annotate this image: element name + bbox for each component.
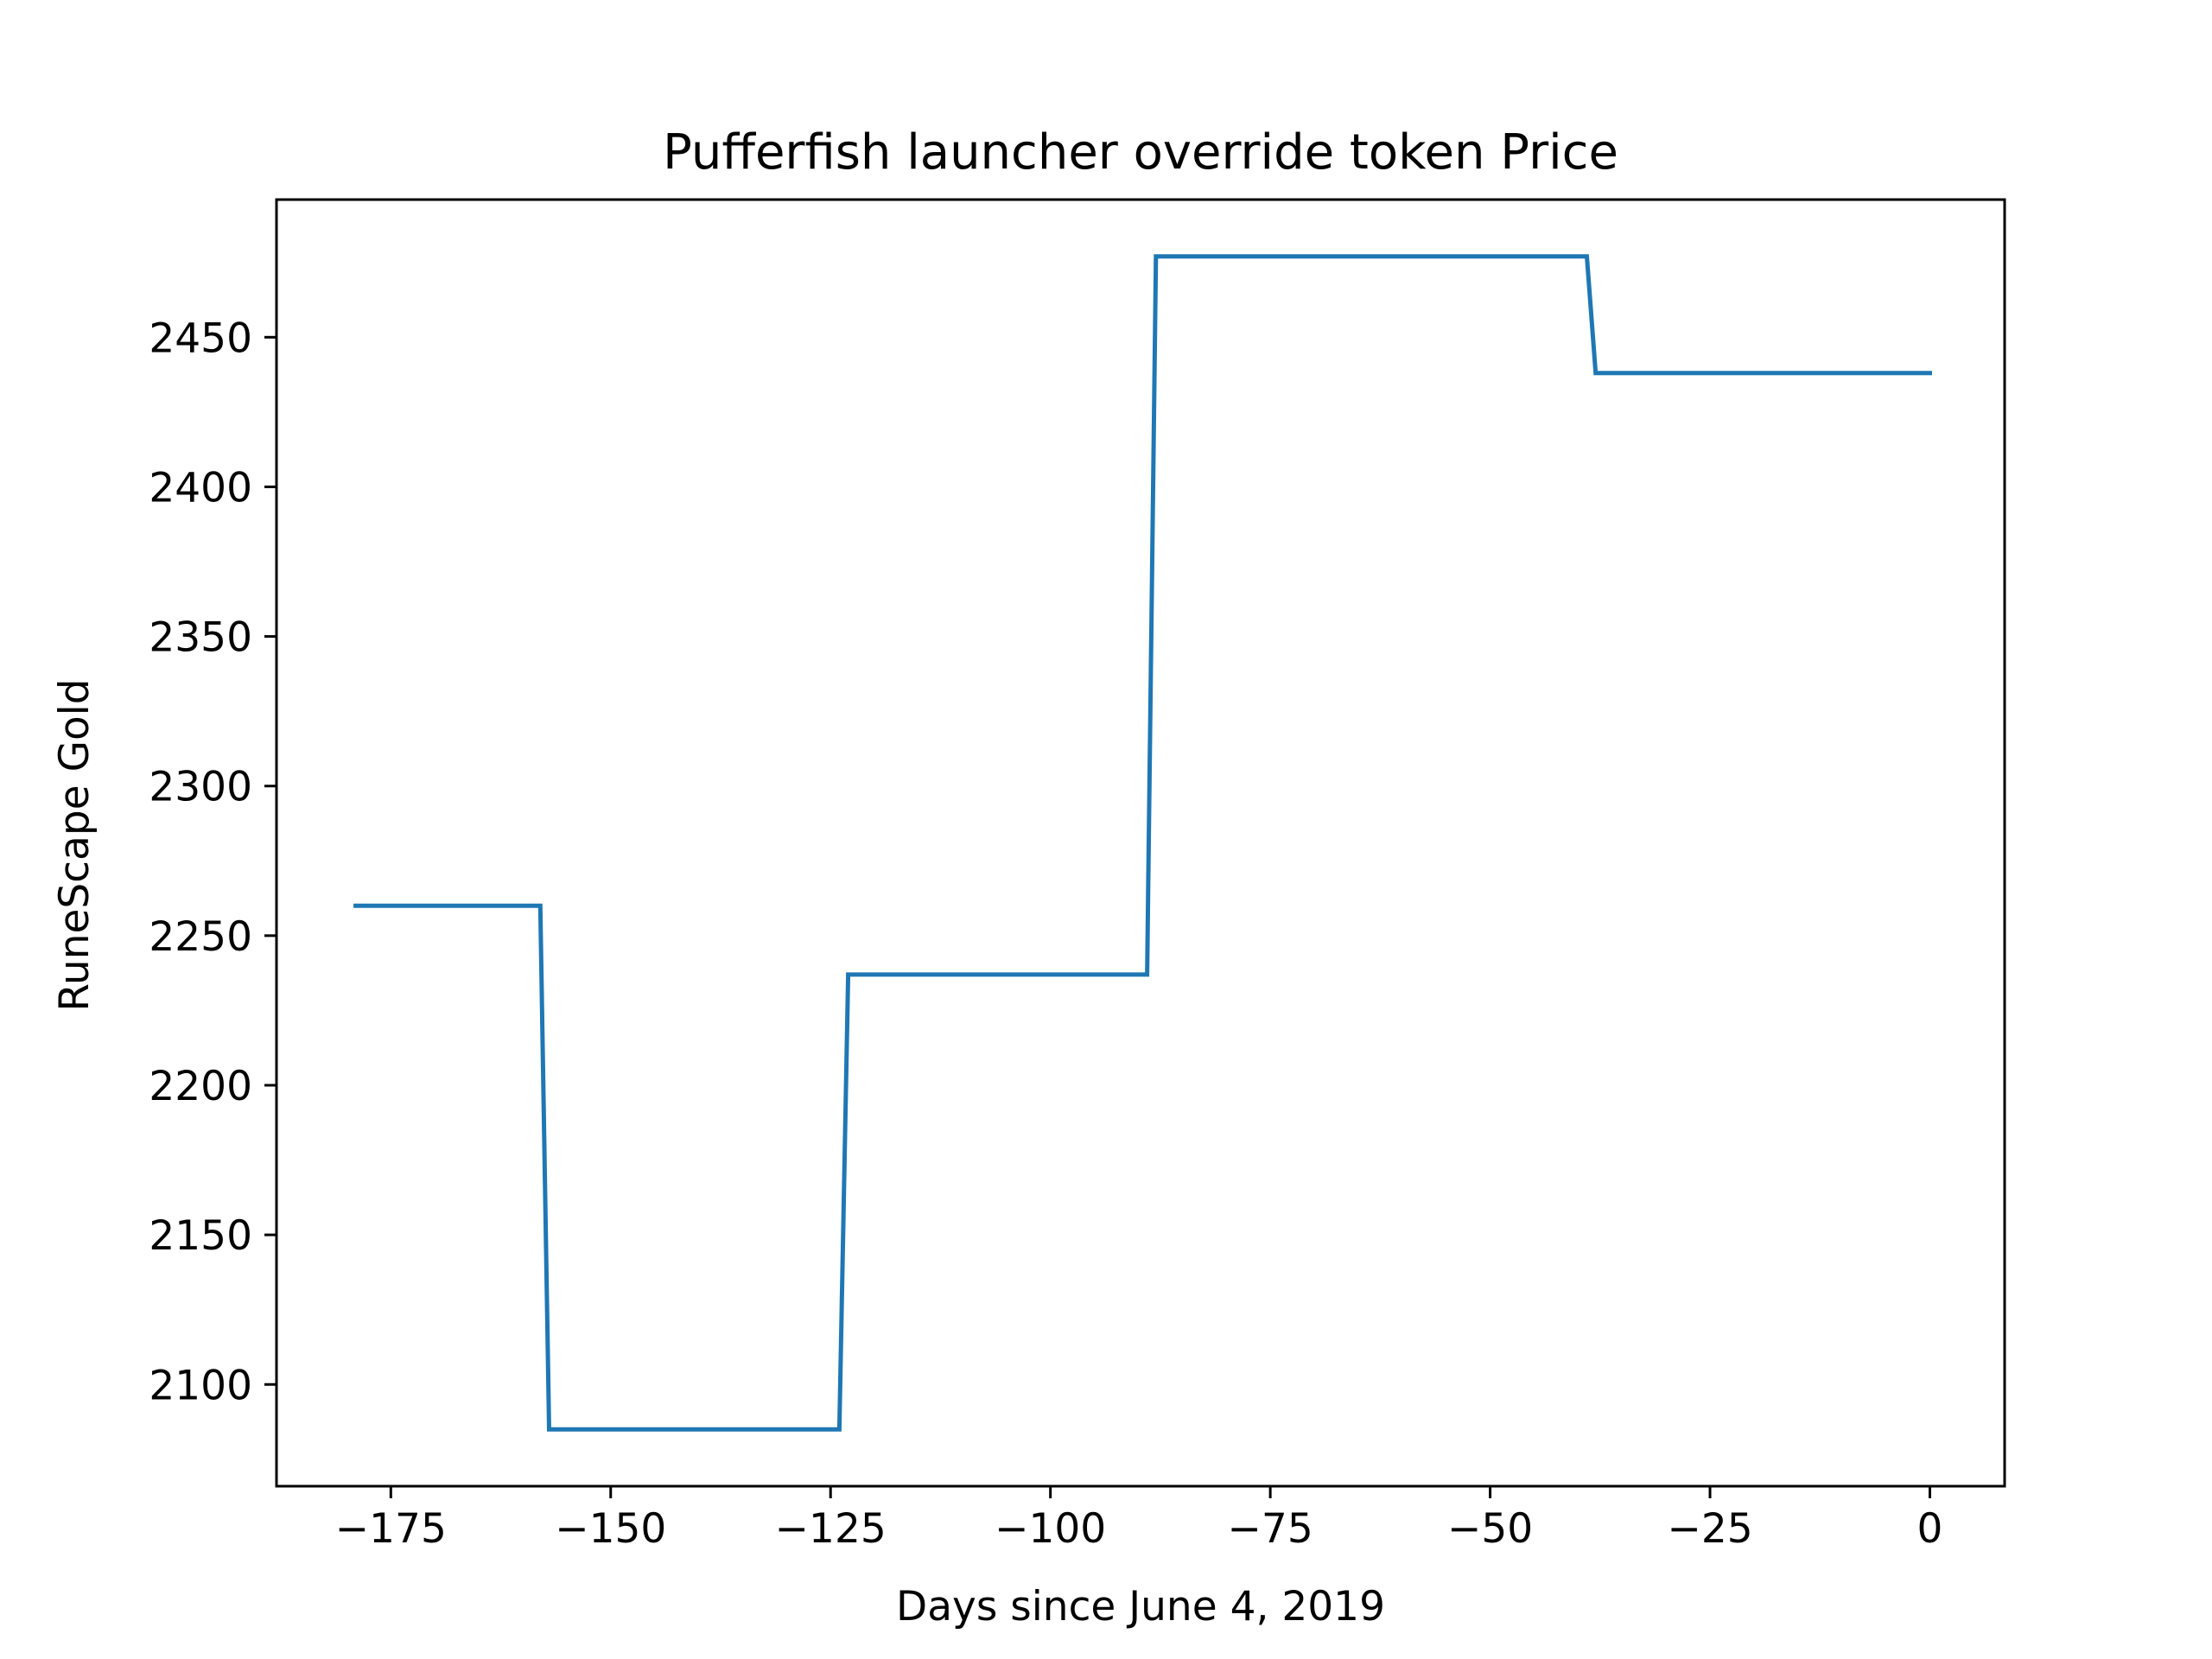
y-tick-label: 2200 xyxy=(149,1063,252,1110)
plot-area xyxy=(353,254,1932,1432)
price-data-point xyxy=(1595,372,1596,373)
x-tick-label: −100 xyxy=(995,1505,1106,1553)
x-tick-label: −175 xyxy=(335,1505,447,1553)
y-tick-label: 2400 xyxy=(149,464,252,512)
chart-title: Pufferfish launcher override token Price xyxy=(663,124,1618,181)
price-data-point xyxy=(839,1429,840,1430)
price-data-point xyxy=(848,974,849,975)
price-data-point xyxy=(1929,372,1930,373)
x-tick-label: −25 xyxy=(1667,1505,1752,1553)
x-axis-label: Days since June 4, 2019 xyxy=(896,1583,1385,1630)
price-data-point xyxy=(549,1429,550,1430)
y-tick-label: 2250 xyxy=(149,913,252,961)
x-tick-label: −50 xyxy=(1447,1505,1533,1553)
y-axis-label: RuneScape Gold xyxy=(51,678,99,1011)
y-axis: 2100 2150 2200 2250 2300 2350 2400 2450 xyxy=(149,315,276,1409)
y-tick-label: 2450 xyxy=(149,315,252,362)
price-data-point xyxy=(1155,256,1156,257)
x-tick-label: −75 xyxy=(1228,1505,1313,1553)
plot-frame xyxy=(275,198,2006,1488)
price-series-line xyxy=(353,254,1932,1432)
price-data-point xyxy=(1586,256,1587,257)
x-tick-label: −125 xyxy=(775,1505,887,1553)
y-tick-label: 2350 xyxy=(149,614,252,662)
y-tick-label: 2100 xyxy=(149,1362,252,1409)
x-tick-label: −150 xyxy=(555,1505,666,1553)
y-tick-label: 2300 xyxy=(149,764,252,811)
y-tick-label: 2150 xyxy=(149,1212,252,1260)
x-axis: −175 −150 −125 −100 −75 −50 −25 0 xyxy=(335,1486,1943,1553)
x-tick-label: 0 xyxy=(1917,1505,1943,1553)
